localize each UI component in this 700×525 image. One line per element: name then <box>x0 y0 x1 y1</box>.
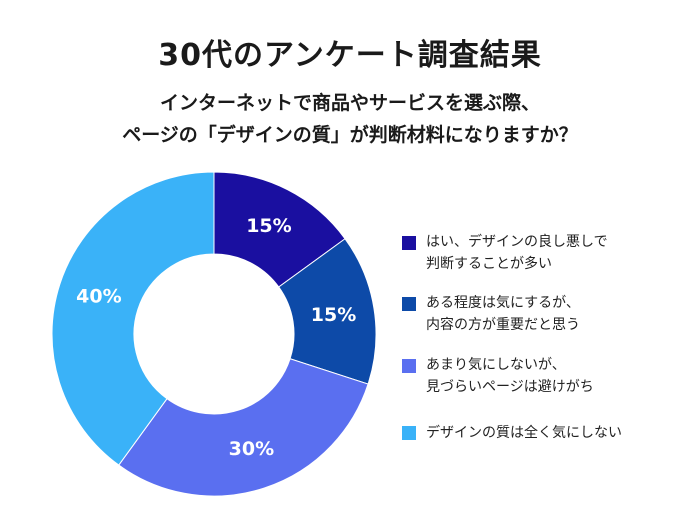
subtitle-line-1: インターネットで商品やサービスを選ぶ際、 <box>159 92 540 114</box>
legend-label-somewhat: ある程度は気にするが、 内容の方が重要だと思う <box>426 295 580 333</box>
legend-swatch-not-much <box>402 359 416 373</box>
legend-label-yes: はい、デザインの良し悪しで 判断することが多い <box>426 234 608 272</box>
legend-swatch-somewhat <box>402 297 416 311</box>
slice-not-much-label: 30% <box>229 438 274 460</box>
slice-not-at-all <box>51 171 215 466</box>
chart-subtitle: インターネットで商品やサービスを選ぶ際、 ページの「デザインの質」が判断材料にな… <box>0 87 700 151</box>
legend-swatch-not-at-all <box>402 426 416 440</box>
chart-title: 30代のアンケート調査結果 <box>158 38 542 73</box>
slice-not-much <box>118 358 369 497</box>
legend-label-not-at-all: デザインの質は全く気にしない <box>426 425 622 441</box>
slice-yes-label: 15% <box>246 215 291 237</box>
legend-swatch-yes <box>402 236 416 250</box>
slice-not-at-all-label: 40% <box>76 286 121 308</box>
subtitle-line-2: ページの「デザインの質」が判断材料になりますか？ <box>122 124 578 146</box>
legend-label-not-much: あまり気にしないが、 見づらいページは避けがち <box>426 357 594 395</box>
slice-somewhat-label: 15% <box>311 304 356 326</box>
